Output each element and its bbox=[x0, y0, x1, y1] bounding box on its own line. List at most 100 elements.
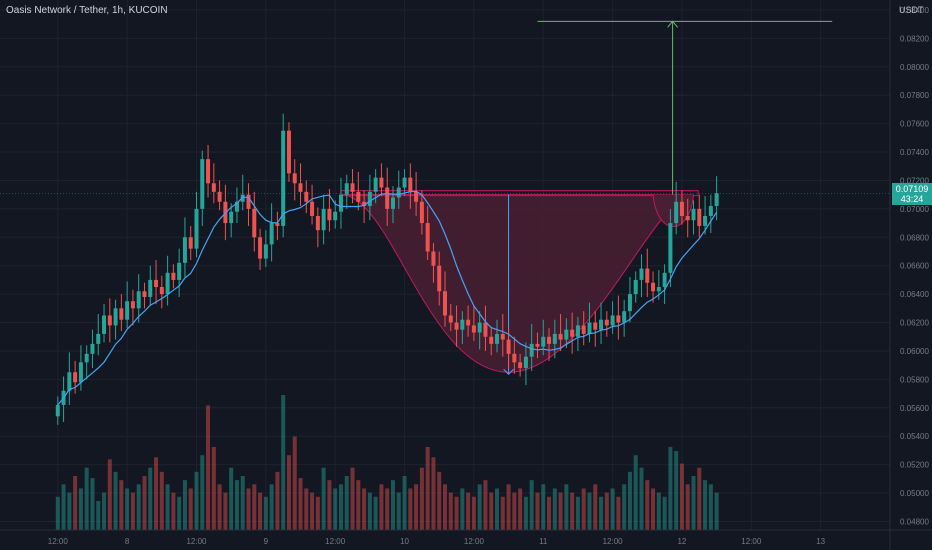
candle-body bbox=[552, 333, 557, 344]
volume-bar bbox=[55, 496, 60, 530]
candle-body bbox=[512, 353, 517, 363]
volume-bar bbox=[466, 492, 471, 530]
volume-bar bbox=[373, 496, 378, 530]
time-tick-label: 12:00 bbox=[603, 537, 624, 546]
candle-body bbox=[385, 187, 390, 209]
volume-bar bbox=[535, 492, 540, 530]
volume-bar bbox=[627, 471, 632, 530]
volume-bar bbox=[685, 484, 690, 530]
candle-body bbox=[362, 201, 367, 207]
candle-body bbox=[356, 191, 361, 202]
candle-body bbox=[541, 336, 546, 347]
candle-body bbox=[165, 272, 170, 295]
volume-bar bbox=[113, 471, 118, 530]
candle-body bbox=[373, 177, 378, 192]
candle-body bbox=[315, 215, 320, 231]
volume-bar bbox=[73, 476, 78, 530]
candle-body bbox=[593, 322, 598, 330]
volume-bar bbox=[419, 467, 424, 530]
price-tick-label: 0.06000 bbox=[900, 347, 929, 356]
volume-bar bbox=[234, 480, 239, 530]
candle-body bbox=[338, 194, 343, 212]
volume-bar bbox=[292, 436, 297, 530]
candle-body bbox=[714, 193, 719, 207]
volume-bar bbox=[321, 467, 326, 530]
time-tick-label: 8 bbox=[125, 537, 130, 546]
candle-body bbox=[558, 333, 563, 340]
candle-body bbox=[523, 356, 528, 369]
candle-body bbox=[633, 279, 638, 295]
volume-bar bbox=[512, 492, 517, 530]
candle-body bbox=[518, 362, 523, 369]
time-axis[interactable]: 12:00 8 12:00 9 12:00 10 12:00 11 12:00 12 12:00 13 bbox=[0, 529, 932, 546]
candle-body bbox=[159, 287, 164, 295]
candle-body bbox=[90, 343, 95, 354]
volume-bar bbox=[102, 492, 107, 530]
candle-body bbox=[154, 279, 159, 288]
volume-bar bbox=[679, 463, 684, 530]
candle-body bbox=[96, 333, 101, 344]
candle-body bbox=[333, 211, 338, 221]
candle-body bbox=[269, 223, 274, 245]
volume-bar bbox=[697, 467, 702, 530]
candle-body bbox=[240, 194, 245, 202]
volume-bar bbox=[703, 480, 708, 530]
volume-bar bbox=[581, 488, 586, 530]
candle-body bbox=[697, 208, 702, 226]
volume-bar bbox=[385, 488, 390, 530]
volume-bar bbox=[379, 484, 384, 530]
candle-body bbox=[674, 201, 679, 224]
candle-body bbox=[107, 315, 112, 326]
candle-body bbox=[483, 322, 488, 337]
target-projection bbox=[0, 20, 890, 195]
volume-bar bbox=[408, 488, 413, 530]
candle-body bbox=[148, 279, 153, 297]
volume-bar bbox=[622, 484, 627, 530]
price-tick-label: 0.05600 bbox=[900, 404, 929, 413]
volume-bar bbox=[61, 484, 66, 530]
volume-bar bbox=[541, 484, 546, 530]
candle-body bbox=[645, 268, 650, 283]
volume-bar bbox=[495, 488, 500, 530]
volume-bar bbox=[471, 496, 476, 530]
volume-bar bbox=[78, 488, 83, 530]
volume-bar bbox=[570, 492, 575, 530]
candle-body bbox=[402, 177, 407, 188]
candle-body bbox=[327, 208, 332, 221]
candle-body bbox=[495, 333, 500, 344]
currency-label: USDT bbox=[899, 5, 924, 15]
price-tick-label: 0.06800 bbox=[900, 233, 929, 242]
volume-bar bbox=[668, 446, 673, 530]
candle-body bbox=[616, 315, 621, 323]
volume-bar bbox=[327, 480, 332, 530]
time-tick-label: 12:00 bbox=[325, 537, 346, 546]
volume-bar bbox=[107, 459, 112, 530]
candle-body bbox=[182, 237, 187, 263]
price-axis[interactable]: 0.08400 0.08200 0.08000 0.07800 0.07600 0.074… bbox=[889, 0, 932, 550]
candle-body bbox=[535, 343, 540, 347]
volume-bar bbox=[159, 471, 164, 530]
candle-body bbox=[414, 191, 419, 202]
candle-body bbox=[310, 201, 315, 216]
candle-body bbox=[142, 291, 147, 297]
price-tick-label: 0.06200 bbox=[900, 319, 929, 328]
volume-bar bbox=[67, 492, 72, 530]
candle-body bbox=[679, 201, 684, 216]
price-tick-label: 0.05000 bbox=[900, 489, 929, 498]
volume-bar bbox=[575, 496, 580, 530]
volume-bar bbox=[130, 492, 135, 530]
volume-bar bbox=[298, 478, 303, 530]
volume-bar bbox=[454, 496, 459, 530]
candle-body bbox=[396, 187, 401, 198]
candle-body bbox=[506, 339, 511, 354]
candle-body bbox=[78, 362, 83, 383]
candle-body bbox=[454, 322, 459, 330]
time-tick-label: 12:00 bbox=[464, 537, 485, 546]
volume-bar bbox=[223, 492, 228, 530]
volume-bar bbox=[286, 455, 291, 530]
candle-body bbox=[547, 336, 552, 344]
price-tick-label: 0.06400 bbox=[900, 290, 929, 299]
volume-bar bbox=[460, 488, 465, 530]
volume-bar bbox=[367, 492, 372, 530]
